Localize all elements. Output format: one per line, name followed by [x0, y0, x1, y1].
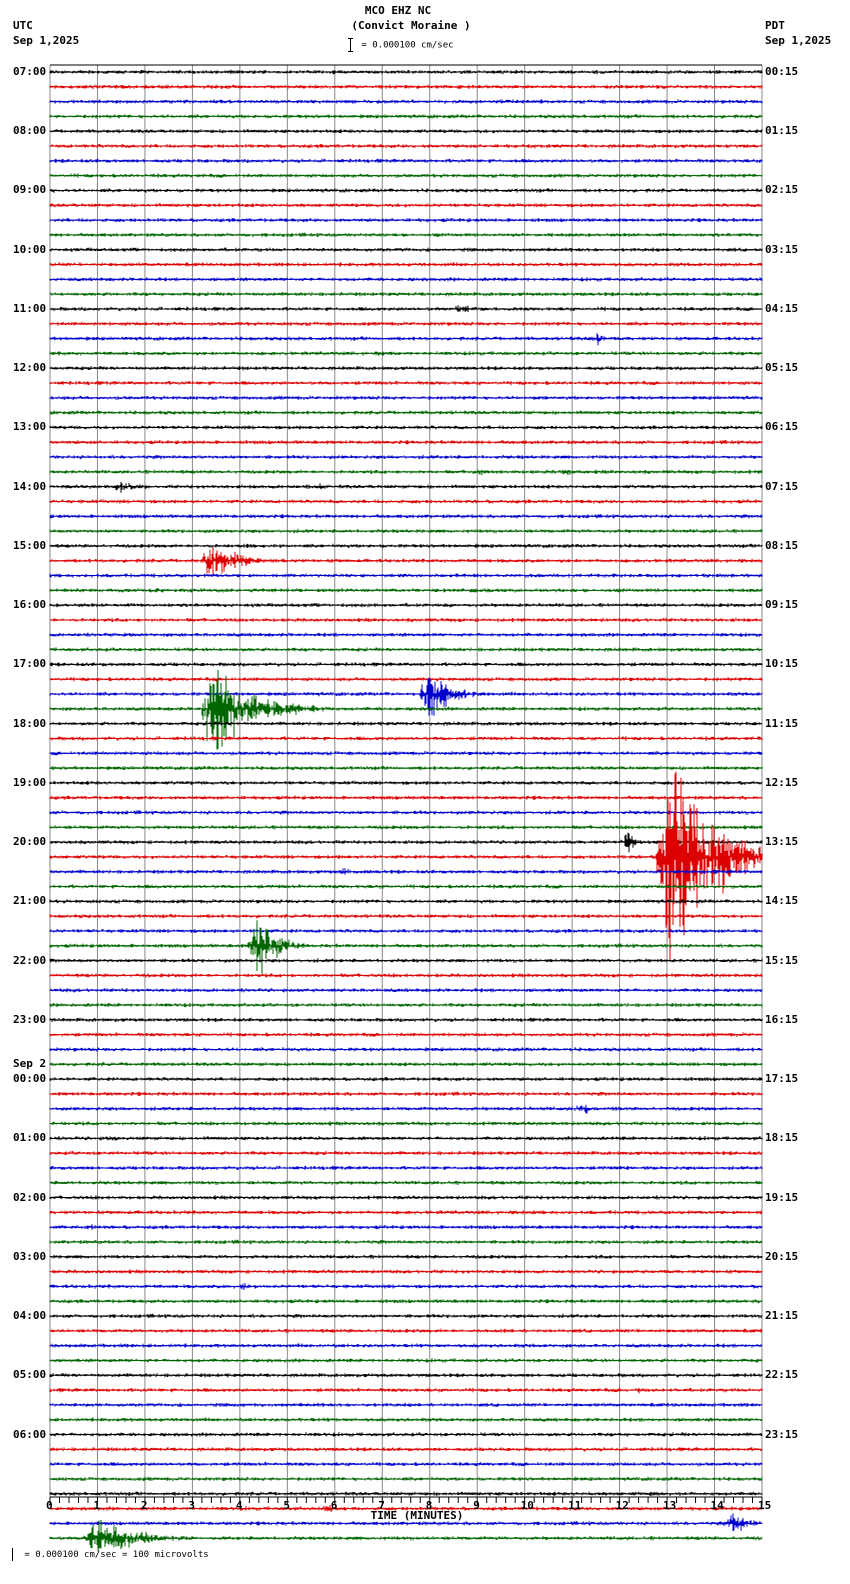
x-tick-label: 5	[283, 1499, 290, 1512]
utc-hour-label: 03:00	[13, 1249, 47, 1263]
pdt-hour-label: 04:15	[765, 301, 799, 315]
utc-hour-label: 18:00	[13, 716, 47, 730]
x-tick-label: 3	[188, 1499, 196, 1512]
pdt-hour-label: 06:15	[765, 420, 799, 434]
x-tick-label: 6	[330, 1499, 338, 1512]
x-tick-label: 13	[663, 1499, 677, 1512]
x-tick-label: 15	[758, 1499, 772, 1512]
pdt-hour-label: 18:15	[765, 1131, 799, 1145]
right-date: Sep 1,2025	[765, 34, 832, 47]
pdt-hour-label: 02:15	[765, 183, 799, 197]
station-location: (Convict Moraine )	[351, 19, 471, 32]
utc-hour-label: 17:00	[13, 657, 47, 671]
utc-hour-label: 16:00	[13, 598, 47, 612]
utc-hour-label: 20:00	[13, 835, 47, 849]
utc-hour-label: 21:00	[13, 894, 47, 908]
utc-hour-label: 14:00	[13, 479, 47, 493]
utc-hour-label: 04:00	[13, 1309, 47, 1323]
x-tick-label: 8	[425, 1499, 433, 1512]
pdt-hour-label: 22:15	[765, 1368, 799, 1382]
pdt-hour-label: 08:15	[765, 538, 799, 552]
utc-hour-label: 08:00	[13, 124, 47, 138]
utc-hour-label: 01:00	[13, 1131, 47, 1145]
pdt-hour-label: 05:15	[765, 361, 799, 375]
pdt-hour-label: 20:15	[765, 1249, 799, 1263]
x-tick-label: 4	[235, 1499, 243, 1512]
pdt-hour-label: 09:15	[765, 598, 799, 612]
pdt-hour-label: 11:15	[765, 716, 799, 730]
utc-hour-label: Sep 2	[13, 1057, 47, 1071]
pdt-hour-label: 19:15	[765, 1190, 799, 1204]
x-tick-label: 2	[140, 1499, 148, 1512]
x-tick-label: 9	[473, 1499, 480, 1512]
pdt-hour-label: 10:15	[765, 657, 799, 671]
left-date: Sep 1,2025	[13, 34, 80, 47]
scale-bar-icon	[348, 38, 356, 52]
right-timezone: PDT	[765, 19, 785, 32]
utc-hour-label: 10:00	[13, 242, 47, 256]
x-tick-label: 14	[710, 1499, 724, 1512]
utc-hour-label: 12:00	[13, 361, 47, 375]
pdt-hour-label: 16:15	[765, 1012, 799, 1026]
utc-hour-label: 13:00	[13, 420, 47, 434]
pdt-hour-label: 00:15	[765, 65, 799, 78]
pdt-hour-label: 15:15	[765, 953, 799, 967]
utc-hour-label: 07:00	[13, 65, 47, 78]
utc-hour-label: 11:00	[13, 301, 47, 315]
utc-hour-label: 22:00	[13, 953, 47, 967]
pdt-hour-label: 14:15	[765, 894, 799, 908]
pdt-hour-label: 12:15	[765, 775, 799, 789]
utc-hour-label: 19:00	[13, 775, 47, 789]
utc-hour-label: 05:00	[13, 1368, 47, 1382]
station-title: MCO EHZ NC	[364, 4, 432, 17]
scale-indicator: = 0.000100 cm/sec	[348, 38, 454, 52]
left-timezone: UTC	[13, 19, 33, 32]
utc-hour-label: 15:00	[13, 538, 47, 552]
utc-hour-label: 02:00	[13, 1190, 47, 1204]
utc-hour-label: 00:00	[13, 1072, 47, 1086]
pdt-hour-label: 21:15	[765, 1309, 799, 1323]
utc-hour-label: 06:00	[13, 1427, 47, 1441]
x-axis-label: TIME (MINUTES)	[370, 1509, 464, 1522]
pdt-hour-label: 13:15	[765, 835, 799, 849]
x-tick-label: 1	[93, 1499, 101, 1512]
x-tick-label: 12	[615, 1499, 629, 1512]
pdt-hour-label: 17:15	[765, 1072, 799, 1086]
x-tick-label: 0	[46, 1499, 53, 1512]
footer-scale: = 0.000100 cm/sec = 100 microvolts	[2, 1548, 209, 1561]
pdt-hour-label: 23:15	[765, 1427, 799, 1441]
pdt-hour-label: 03:15	[765, 242, 799, 256]
x-tick-label: 11	[568, 1499, 582, 1512]
pdt-hour-label: 07:15	[765, 479, 799, 493]
pdt-hour-label: 01:15	[765, 124, 799, 138]
utc-hour-label: 09:00	[13, 183, 47, 197]
scale-bar-icon	[12, 1548, 19, 1561]
x-tick-label: 7	[378, 1499, 385, 1512]
x-tick-label: 10	[520, 1499, 534, 1512]
utc-hour-label: 23:00	[13, 1012, 47, 1026]
